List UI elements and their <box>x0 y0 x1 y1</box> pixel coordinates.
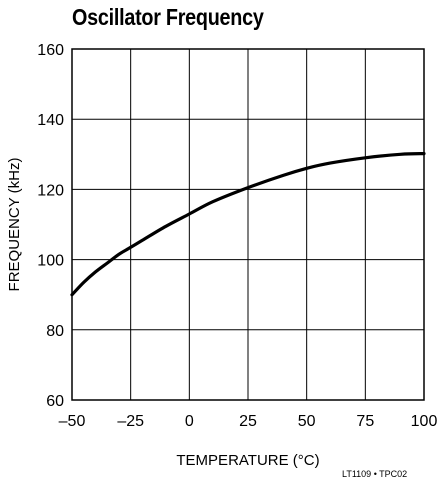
chart-title: Oscillator Frequency <box>72 4 264 30</box>
x-tick-label: 0 <box>185 413 194 430</box>
x-tick-labels: –50 –25 0 25 50 75 100 <box>59 413 438 430</box>
y-tick-label: 140 <box>37 112 64 129</box>
series-group <box>70 152 426 297</box>
x-tick-label: 50 <box>298 413 316 430</box>
series-line <box>70 152 426 297</box>
x-tick-label: 75 <box>356 413 374 430</box>
y-tick-label: 160 <box>37 42 64 59</box>
y-tick-label: 120 <box>37 182 64 199</box>
x-tick-label: –25 <box>117 413 144 430</box>
figure-code: LT1109 • TPC02 <box>342 469 408 479</box>
x-tick-label: –50 <box>59 413 86 430</box>
x-tick-label: 100 <box>411 413 438 430</box>
y-tick-label: 80 <box>46 323 64 340</box>
x-tick-label: 25 <box>239 413 257 430</box>
x-axis-label: TEMPERATURE (°C) <box>176 452 319 469</box>
y-tick-label: 100 <box>37 253 64 270</box>
y-axis-label: FREQUENCY (kHz) <box>6 158 23 292</box>
plot-border <box>71 48 425 401</box>
grid-lines <box>71 48 425 401</box>
plot-frame <box>71 48 425 401</box>
y-tick-labels: 60 80 100 120 140 160 <box>37 42 64 410</box>
y-tick-label: 60 <box>46 393 64 410</box>
